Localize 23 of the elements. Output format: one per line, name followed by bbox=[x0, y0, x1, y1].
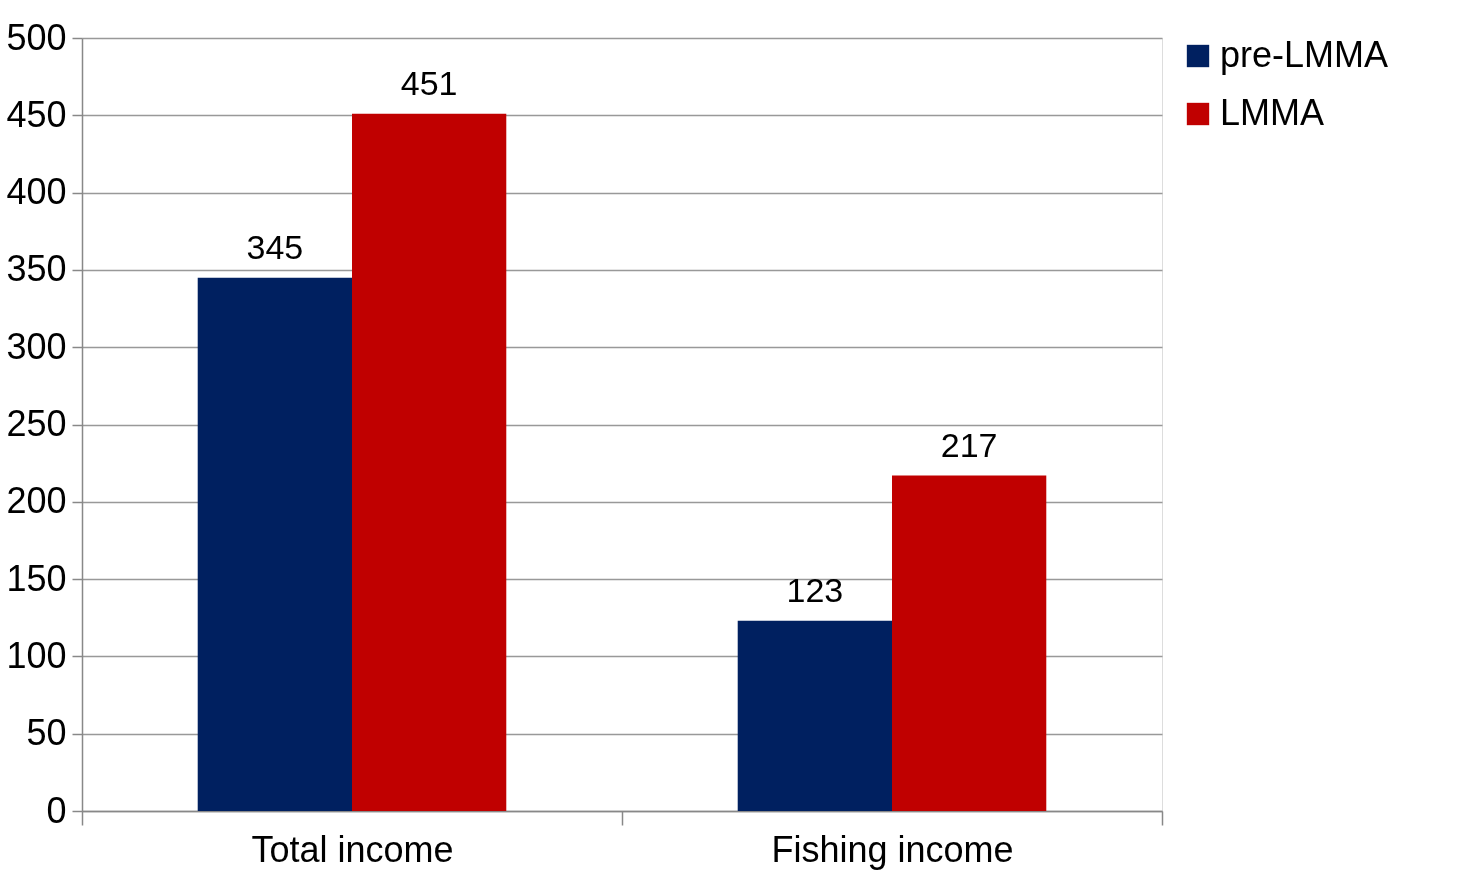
y-tick-label: 400 bbox=[6, 171, 67, 213]
y-tick-label: 450 bbox=[6, 93, 67, 135]
y-tick-label: 500 bbox=[6, 16, 67, 58]
y-tick-label: 50 bbox=[26, 712, 67, 754]
data-label: 123 bbox=[786, 570, 844, 609]
bar bbox=[352, 113, 507, 811]
y-tick-label: 250 bbox=[6, 403, 67, 444]
bar bbox=[737, 620, 892, 811]
bar bbox=[197, 277, 352, 811]
legend-label: LMMA bbox=[1220, 92, 1325, 133]
data-label: 451 bbox=[400, 63, 458, 102]
y-tick-label: 0 bbox=[46, 789, 67, 831]
x-tick-label: Total income bbox=[251, 828, 454, 870]
y-tick-label: 200 bbox=[6, 480, 67, 522]
legend-label: pre-LMMA bbox=[1220, 34, 1389, 75]
y-tick-label: 150 bbox=[6, 557, 67, 599]
data-label: 217 bbox=[940, 425, 998, 464]
x-tick-label: Fishing income bbox=[771, 828, 1014, 870]
y-tick-label: 300 bbox=[6, 325, 67, 367]
y-tick-label: 100 bbox=[6, 634, 67, 676]
data-label: 345 bbox=[246, 227, 304, 266]
bar bbox=[892, 475, 1047, 811]
y-tick-label: 350 bbox=[6, 248, 67, 290]
